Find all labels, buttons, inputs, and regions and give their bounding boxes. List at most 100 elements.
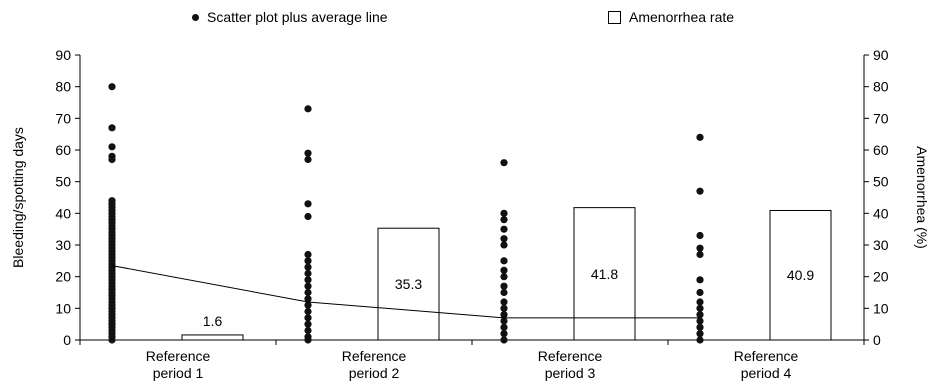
bleeding-days-point	[304, 263, 312, 271]
y-tick-label-right: 10	[873, 300, 889, 316]
bleeding-days-point	[108, 83, 116, 91]
bleeding-days-point	[500, 317, 508, 325]
bleeding-days-point	[696, 311, 704, 319]
y-tick-label-left: 80	[55, 79, 71, 95]
bleeding-days-point	[696, 304, 704, 312]
bleeding-days-point	[108, 155, 116, 164]
bleeding-days-point	[304, 295, 312, 303]
bleeding-days-point	[108, 336, 116, 344]
bleeding-days-point	[500, 216, 508, 224]
amenorrhea-bar-label: 35.3	[395, 276, 422, 292]
bleeding-days-point	[500, 304, 508, 312]
y-tick-label-right: 30	[873, 237, 889, 253]
amenorrhea-bar	[181, 334, 244, 341]
bar-marker-icon	[608, 10, 621, 24]
x-category-label: Reference	[342, 348, 407, 364]
bleeding-days-point	[304, 250, 312, 259]
bleeding-days-point	[696, 231, 704, 240]
y-tick-label-left: 0	[63, 332, 71, 348]
bleeding-days-point	[304, 307, 312, 316]
bleeding-days-point	[696, 323, 704, 331]
bleeding-days-point	[696, 187, 704, 195]
y-axis-title-right: Amenorrhea (%)	[914, 146, 930, 249]
bleeding-days-point	[500, 266, 508, 274]
bleeding-days-point	[304, 282, 312, 290]
x-category-label: Reference	[146, 348, 211, 364]
x-category-label: Reference	[734, 348, 799, 364]
x-category-label: Reference	[538, 348, 603, 364]
bleeding-days-point	[304, 200, 312, 208]
bleeding-days-point	[304, 320, 312, 328]
y-tick-label-right: 90	[873, 47, 889, 63]
bleeding-days-point	[500, 311, 508, 319]
y-tick-label-left: 20	[55, 269, 71, 285]
bleeding-days-point	[696, 250, 704, 259]
bleeding-days-point	[500, 273, 508, 281]
y-tick-label-left: 10	[55, 300, 71, 316]
bleeding-days-point	[304, 155, 312, 164]
y-tick-label-left: 50	[55, 174, 71, 190]
y-axis-title-left: Bleeding/spotting days	[10, 127, 26, 268]
y-tick-label-right: 60	[873, 142, 889, 158]
bleeding-days-point	[304, 212, 312, 221]
bleeding-days-point	[696, 288, 704, 297]
x-category-label: period 2	[349, 365, 400, 381]
bleeding-days-point	[304, 314, 312, 322]
bleeding-days-point	[500, 225, 508, 233]
bleeding-days-point	[696, 298, 704, 306]
scatter-marker-icon	[192, 13, 199, 21]
bleeding-days-point	[696, 276, 704, 284]
bleeding-days-point	[304, 257, 312, 265]
bleeding-days-point	[304, 288, 312, 297]
bleeding-days-point	[304, 105, 312, 113]
y-tick-label-right: 40	[873, 205, 889, 221]
bleeding-days-point	[500, 159, 508, 167]
amenorrhea-bar-label: 41.8	[591, 266, 618, 282]
bleeding-days-point	[696, 244, 704, 252]
bleeding-days-point	[304, 269, 312, 278]
y-tick-label-left: 90	[55, 47, 71, 63]
y-tick-label-left: 70	[55, 110, 71, 126]
bleeding-days-point	[500, 330, 508, 338]
bleeding-days-point	[304, 149, 312, 157]
average-line	[111, 265, 700, 319]
bleeding-days-point	[500, 336, 508, 344]
y-tick-label-left: 40	[55, 205, 71, 221]
x-category-label: period 1	[153, 365, 204, 381]
y-tick-label-right: 80	[873, 79, 889, 95]
y-tick-label-right: 50	[873, 174, 889, 190]
bleeding-days-point	[500, 282, 508, 290]
x-category-label: period 4	[741, 365, 792, 381]
bleeding-days-point	[696, 336, 704, 344]
bleeding-days-point	[500, 323, 508, 331]
legend-bar: Amenorrhea rate	[608, 9, 734, 25]
amenorrhea-bar-label: 1.6	[203, 313, 223, 329]
bleeding-days-point	[500, 257, 508, 265]
bleeding-days-point	[108, 124, 116, 132]
x-category-label: period 3	[545, 365, 596, 381]
amenorrhea-bar-label: 40.9	[787, 267, 814, 283]
legend-scatter: Scatter plot plus average line	[192, 9, 388, 25]
amenorrhea-bar	[377, 227, 440, 341]
bleeding-days-point	[108, 143, 116, 151]
bleeding-days-point	[696, 317, 704, 325]
bleeding-days-point	[500, 209, 508, 217]
bleeding-days-point	[696, 330, 704, 338]
y-tick-label-left: 30	[55, 237, 71, 253]
y-tick-label-right: 0	[873, 332, 881, 348]
bleeding-days-point	[500, 298, 508, 306]
y-tick-label-right: 70	[873, 110, 889, 126]
legend-scatter-label: Scatter plot plus average line	[207, 9, 388, 25]
bleeding-days-point	[304, 336, 312, 344]
legend-bar-label: Amenorrhea rate	[629, 9, 735, 25]
y-tick-label-left: 60	[55, 142, 71, 158]
bleeding-days-point	[304, 326, 312, 335]
bleeding-days-point	[500, 288, 508, 297]
y-tick-label-right: 20	[873, 269, 889, 285]
amenorrhea-bar	[769, 209, 832, 341]
bleeding-days-point	[304, 301, 312, 309]
bleeding-days-point	[500, 235, 508, 243]
bleeding-days-point	[696, 133, 704, 141]
bleeding-days-point	[304, 276, 312, 284]
